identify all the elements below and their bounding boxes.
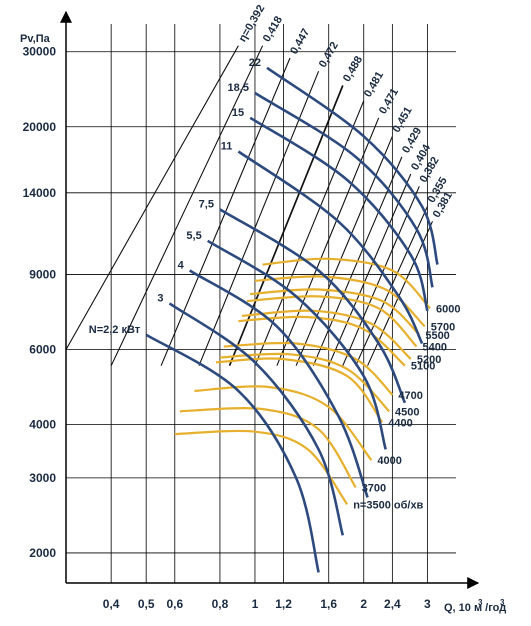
y-tick-label: 20000	[23, 120, 57, 134]
y-axis-title: Pv,Па	[20, 33, 51, 45]
power-label: 3	[157, 292, 163, 304]
x-tick-label: 1,6	[320, 597, 337, 611]
efficiency-label: 0,481	[362, 70, 386, 100]
x-tick-label: 1,2	[275, 597, 292, 611]
fan-speed-label: 5500	[425, 330, 449, 342]
power-label: 15	[232, 107, 244, 119]
y-tick-label: 9000	[29, 268, 56, 282]
fan-speed-curve	[179, 407, 357, 488]
fan-speed-curve	[262, 257, 431, 310]
efficiency-label: 0,471	[377, 86, 401, 116]
efficiency-line	[110, 45, 264, 366]
fan-speed-curves	[174, 257, 431, 506]
x-axis-title: Q, 10 м /год 3 3	[444, 598, 506, 614]
y-tick-label: 30000	[23, 45, 57, 59]
fan-speed-curve	[254, 275, 426, 328]
x-tick-label: 1	[252, 597, 259, 611]
fan-speed-label: n=3500 об/хв	[353, 499, 423, 511]
efficiency-line	[367, 221, 434, 366]
power-curve	[237, 150, 424, 345]
y-tick-label: 2000	[29, 546, 56, 560]
y-tick-label: 4000	[29, 418, 56, 432]
fan-speed-curve	[241, 309, 412, 360]
fan-speed-label: 4700	[398, 390, 422, 402]
efficiency-line	[228, 85, 344, 367]
power-curve	[168, 302, 345, 536]
power-curve	[254, 91, 434, 288]
fan-speed-label: 3700	[362, 482, 386, 494]
fan-speed-curve	[174, 429, 349, 506]
fan-speed-label: 4500	[395, 406, 419, 418]
power-curve	[219, 208, 407, 404]
fan-speed-curve	[250, 288, 421, 336]
efficiency-line	[276, 117, 380, 366]
svg-text:3: 3	[478, 598, 483, 607]
power-label: 11	[221, 140, 233, 152]
svg-text:3: 3	[500, 598, 505, 607]
efficiency-line	[65, 45, 239, 350]
power-label: 22	[249, 57, 261, 69]
axes	[60, 10, 480, 589]
power-curve	[207, 239, 387, 450]
power-label: 7,5	[199, 198, 214, 210]
efficiency-label: 0,418	[261, 14, 285, 44]
power-curve	[249, 116, 429, 312]
fan-speed-curve	[215, 357, 384, 423]
power-curve	[266, 66, 439, 265]
fan-speed-label: 5200	[417, 354, 441, 366]
fan-speed-label: 5700	[431, 321, 455, 333]
efficiency-lines	[65, 45, 434, 367]
x-tick-label: 0,4	[103, 597, 120, 611]
power-label: 5,5	[186, 230, 201, 242]
labels: 0,4 0,5 0,6 0,8 1 1,2 1,6 2 2,4 3 2000 3000 4000 6000…	[23, 3, 461, 611]
power-curve	[189, 269, 369, 498]
power-label: 18,5	[228, 82, 249, 94]
fan-speed-curve	[194, 385, 373, 461]
power-curve	[145, 333, 320, 573]
x-tick-label: 0,5	[138, 597, 155, 611]
fan-speed-label: 4000	[377, 455, 401, 467]
y-tick-label: 14000	[23, 186, 57, 200]
fan-speed-label: 6000	[436, 303, 460, 315]
x-tick-label: 2,4	[384, 597, 401, 611]
efficiency-line	[254, 100, 365, 366]
x-tick-label: 0,8	[212, 597, 229, 611]
fan-speed-label: 4400	[388, 417, 412, 429]
efficiency-line	[198, 70, 320, 366]
svg-text:Q, 10 м /год: Q, 10 м /год	[444, 602, 506, 614]
y-tick-label: 6000	[29, 343, 56, 357]
fan-speed-label: 5400	[423, 342, 447, 354]
efficiency-label: 0,472	[317, 40, 341, 70]
power-label: N=2,2 кВт	[89, 324, 141, 336]
efficiency-line	[342, 186, 420, 366]
fan-speed-label: 5100	[411, 361, 435, 373]
x-tick-label: 0,6	[166, 597, 183, 611]
power-curves	[145, 66, 439, 573]
x-tick-label: 2	[360, 597, 367, 611]
y-tick-label: 3000	[29, 471, 56, 485]
x-tick-label: 3	[424, 597, 431, 611]
fan-speed-curve	[223, 341, 394, 396]
power-label: 4	[178, 259, 185, 271]
efficiency-label: 0,488	[341, 54, 365, 84]
